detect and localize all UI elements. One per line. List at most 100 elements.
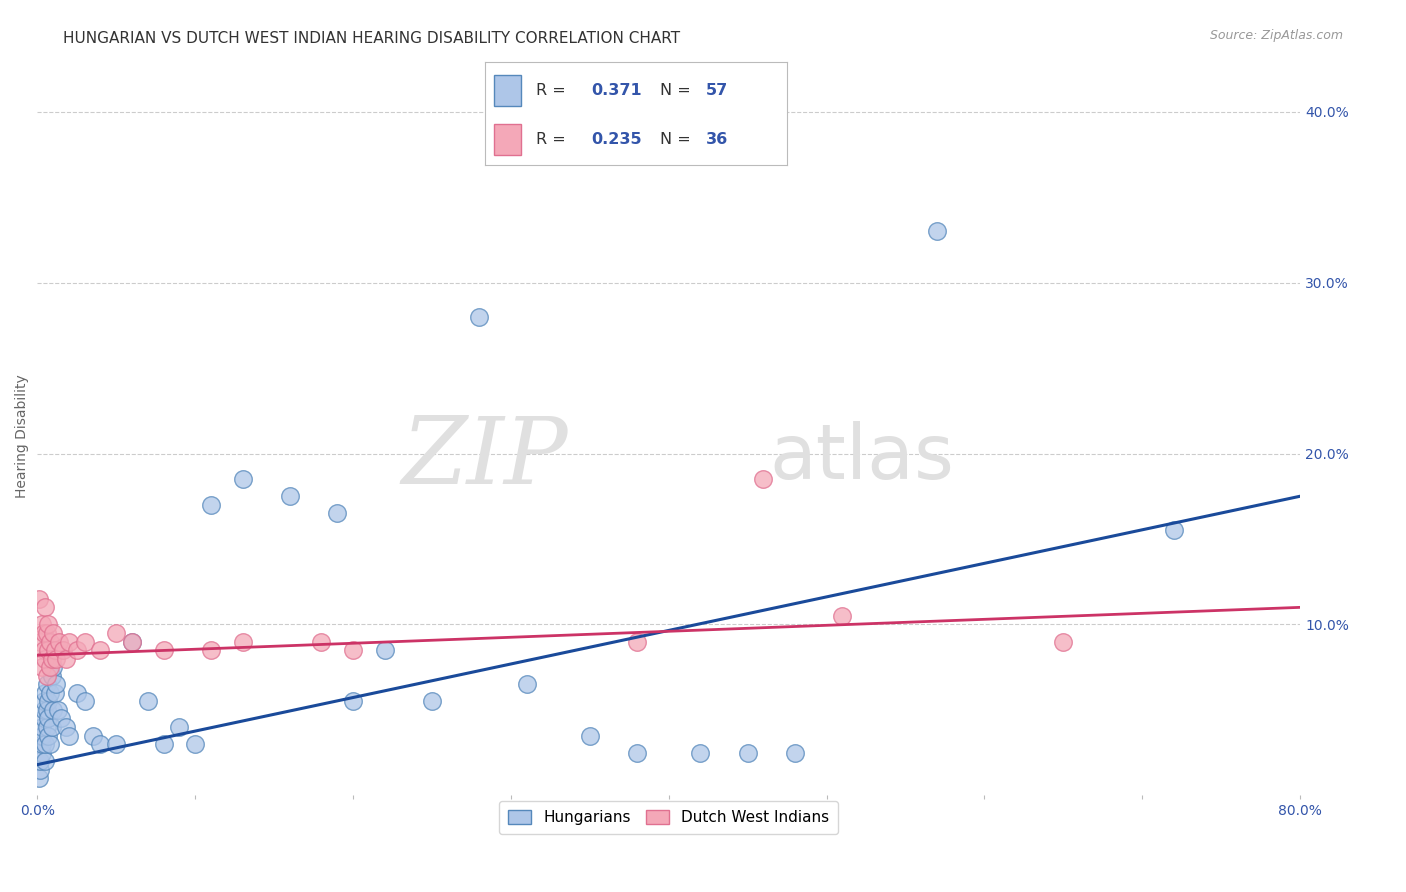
Text: Source: ZipAtlas.com: Source: ZipAtlas.com [1209,29,1343,42]
Point [1052,634,1074,648]
Point [1163,524,1185,538]
Point [52,643,75,657]
Text: ZIP: ZIP [401,413,568,503]
Point [42,626,65,640]
Point [37,711,59,725]
Point [516,677,538,691]
Point [46,703,69,717]
Point [89,737,111,751]
Point [55,651,77,665]
Point [231,472,253,486]
Text: R =: R = [537,132,571,147]
Point [31,746,53,760]
Point [420,694,443,708]
Text: atlas: atlas [769,421,955,495]
Point [468,310,491,324]
Point [32,703,55,717]
Point [32,711,55,725]
Point [342,643,364,657]
Point [73,634,96,648]
Text: 0.371: 0.371 [591,83,641,97]
Text: R =: R = [537,83,571,97]
Point [831,608,853,623]
Point [31,660,53,674]
Point [925,224,948,238]
Point [45,651,67,665]
Point [37,643,59,657]
Point [66,686,89,700]
Point [184,737,207,751]
Point [311,634,333,648]
Point [35,720,58,734]
Point [39,634,62,648]
Point [35,669,58,683]
FancyBboxPatch shape [494,75,522,105]
Point [31,617,53,632]
Legend: Hungarians, Dutch West Indians: Hungarians, Dutch West Indians [499,801,838,834]
Point [30,754,52,768]
Point [44,643,66,657]
Point [32,643,55,657]
Point [136,694,159,708]
Point [48,634,70,648]
Point [121,634,143,648]
Point [105,737,128,751]
Y-axis label: Hearing Disability: Hearing Disability [15,375,30,499]
Point [44,686,66,700]
Point [169,720,191,734]
Point [30,763,52,777]
Point [35,677,58,691]
Text: N =: N = [661,83,696,97]
Point [35,703,58,717]
Point [37,617,59,632]
Point [49,711,72,725]
Point [578,729,600,743]
Point [89,643,111,657]
Point [152,643,174,657]
Point [28,591,51,606]
Point [30,634,52,648]
Point [37,729,59,743]
Point [34,600,56,615]
Text: 57: 57 [706,83,728,97]
Point [31,720,53,734]
Point [32,626,55,640]
Point [73,694,96,708]
Text: N =: N = [661,132,696,147]
Point [105,626,128,640]
Point [28,772,51,786]
Point [32,694,55,708]
Point [326,506,349,520]
Point [34,651,56,665]
Point [34,737,56,751]
Point [41,651,63,665]
Point [152,737,174,751]
Point [783,746,806,760]
Point [31,729,53,743]
Point [231,634,253,648]
Point [41,720,63,734]
Point [66,643,89,657]
Point [34,686,56,700]
Text: HUNGARIAN VS DUTCH WEST INDIAN HEARING DISABILITY CORRELATION CHART: HUNGARIAN VS DUTCH WEST INDIAN HEARING D… [63,31,681,46]
Point [82,729,104,743]
Point [374,643,396,657]
Point [200,498,222,512]
Text: 36: 36 [706,132,728,147]
Point [39,660,62,674]
Point [55,720,77,734]
Point [689,746,711,760]
Point [626,746,648,760]
Point [278,489,301,503]
Point [34,754,56,768]
Point [342,694,364,708]
Point [41,669,63,683]
Point [39,737,62,751]
Point [31,737,53,751]
FancyBboxPatch shape [494,124,522,155]
Point [200,643,222,657]
Point [45,677,67,691]
Point [35,626,58,640]
Point [121,634,143,648]
Point [42,703,65,717]
